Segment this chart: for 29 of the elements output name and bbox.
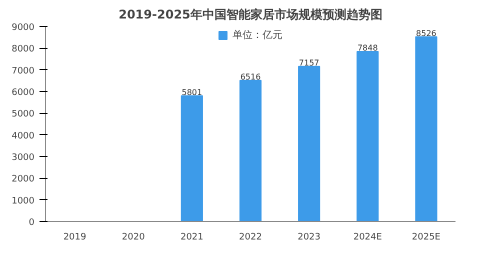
data-label: 6516 (240, 72, 261, 82)
x-tick-label: 2025E (412, 232, 441, 242)
legend-label: 单位：亿元 (232, 28, 282, 42)
y-tick-label: 4000 (12, 131, 35, 142)
x-tick-label: 2022 (239, 232, 262, 242)
x-tick-label: 2019 (63, 232, 87, 242)
y-tick-label: 8000 (12, 44, 35, 55)
bar (298, 66, 320, 222)
y-tick-label: 7000 (12, 66, 35, 76)
bar (180, 95, 203, 222)
chart-title: 2019-2025年中国智能家居市场规模预测趋势图 (118, 8, 382, 22)
y-tick-label: 1000 (12, 196, 35, 206)
data-label: 7157 (298, 58, 320, 68)
bar (239, 80, 262, 222)
y-tick-label: 2000 (12, 174, 35, 185)
data-label: 7848 (357, 43, 378, 52)
x-tick-label: 2024E (353, 232, 382, 242)
x-tick-label: 2023 (298, 232, 321, 242)
y-tick-label: 9000 (12, 23, 35, 33)
y-tick-label: 6000 (12, 88, 35, 98)
y-tick-label: 5000 (12, 110, 35, 120)
y-tick-label: 0 (28, 218, 35, 228)
x-tick-label: 2021 (180, 232, 204, 242)
y-tick-label: 3000 (12, 153, 35, 163)
x-tick-label: 2020 (122, 232, 146, 242)
bar (356, 50, 379, 222)
data-label: 8526 (416, 28, 436, 38)
bar (415, 36, 438, 222)
data-label: 5801 (182, 88, 202, 97)
